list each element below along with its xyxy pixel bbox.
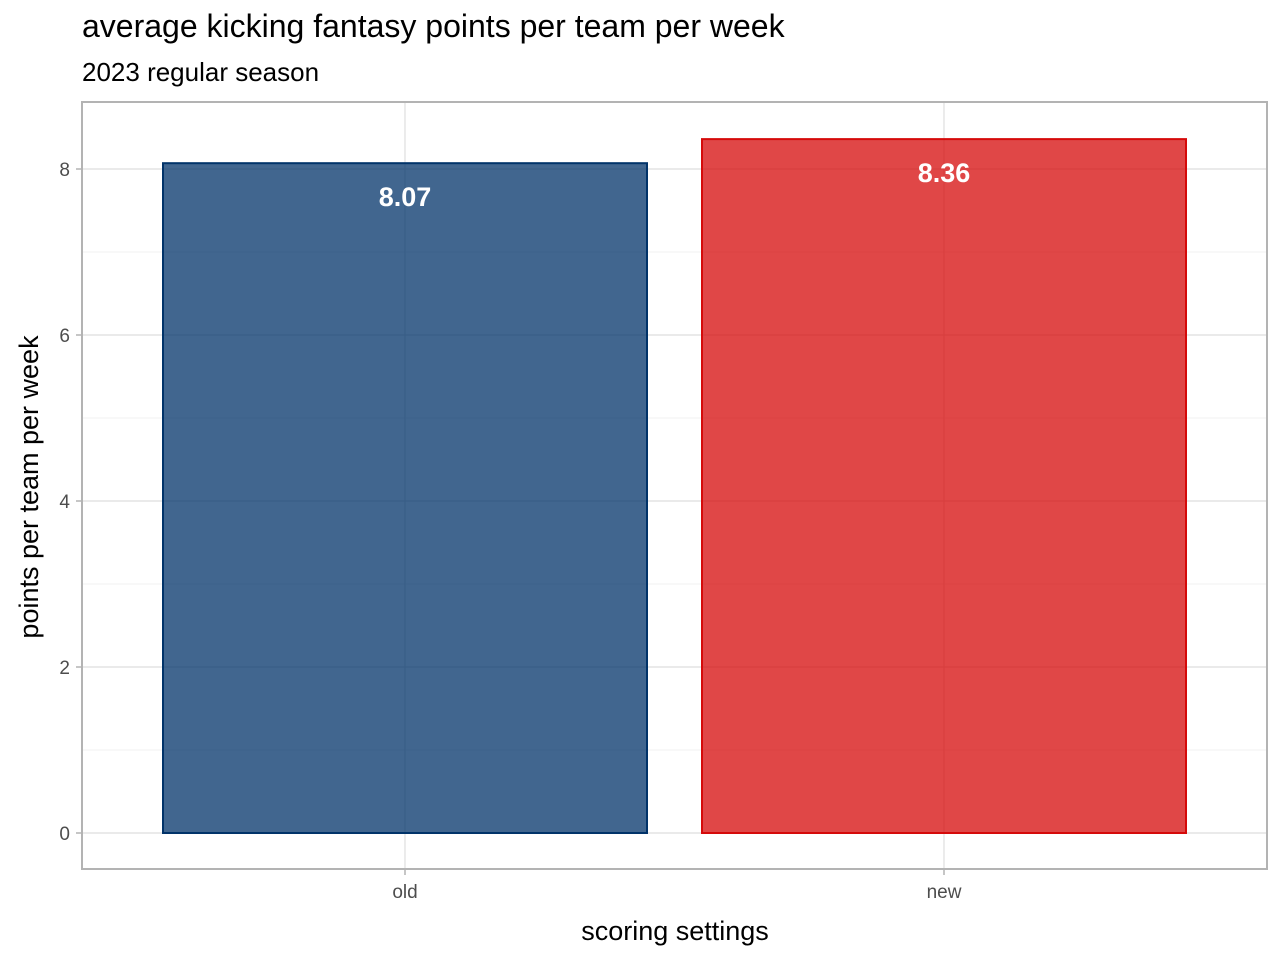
x-tick-label: new	[927, 882, 962, 903]
y-tick-label: 2	[59, 658, 70, 679]
bar-new	[701, 138, 1187, 834]
y-axis-label: points per team per week	[14, 335, 44, 639]
chart-title: average kicking fantasy points per team …	[82, 8, 785, 44]
x-tick-label: old	[392, 882, 417, 903]
bar-old	[162, 162, 648, 834]
y-tick-label: 6	[59, 326, 70, 347]
y-tick-label: 0	[59, 824, 70, 845]
data-label-new: 8.36	[918, 158, 971, 188]
y-tick-label: 8	[59, 160, 70, 181]
y-tick-label: 4	[59, 492, 70, 513]
chart-subtitle: 2023 regular season	[82, 57, 320, 87]
data-label-old: 8.07	[379, 182, 432, 212]
panel-border	[81, 101, 1268, 870]
x-axis-label: scoring settings	[581, 916, 769, 946]
